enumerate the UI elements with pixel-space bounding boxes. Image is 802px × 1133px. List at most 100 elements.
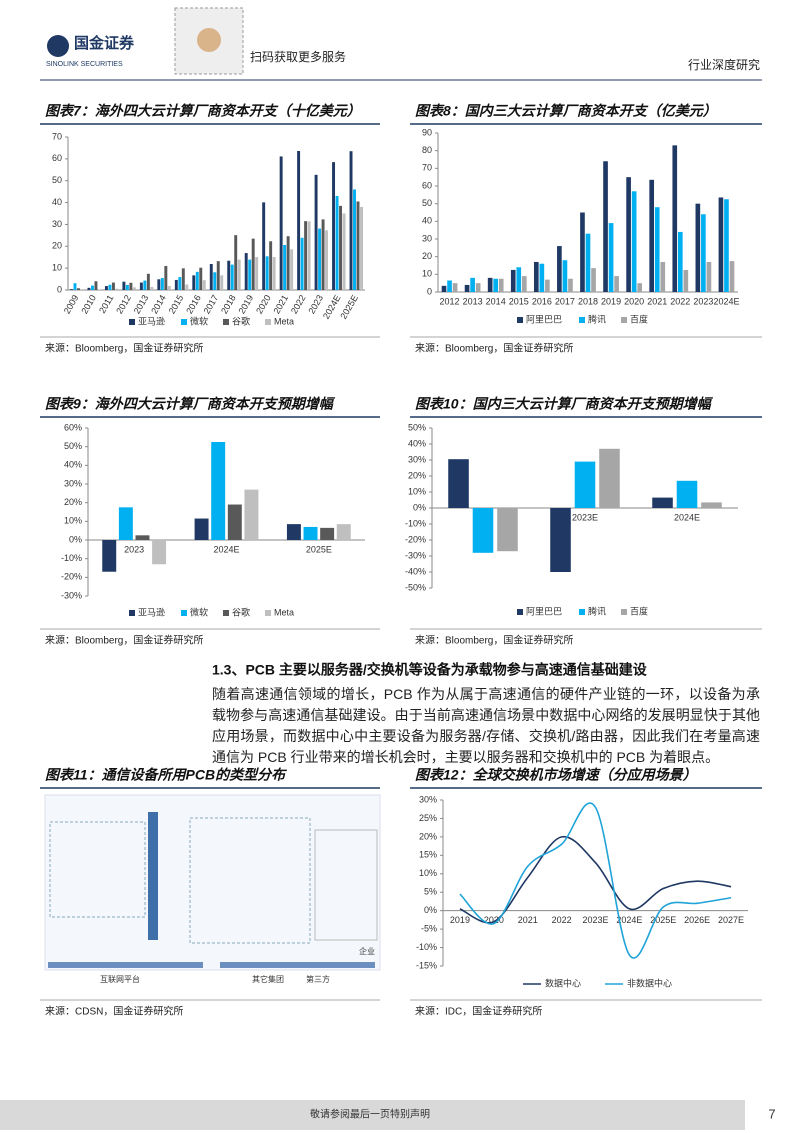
bar: [230, 264, 234, 290]
x-tick-label: 2027E: [718, 915, 744, 925]
diagram-bar: [48, 962, 203, 968]
y-tick-label: 30%: [64, 478, 82, 488]
bar: [706, 261, 712, 292]
bar: [157, 279, 161, 290]
bar: [557, 246, 562, 292]
x-tick-label: 2020: [484, 915, 504, 925]
x-tick-label: 2017: [555, 296, 575, 306]
y-tick-label: 25%: [419, 813, 437, 823]
bar: [724, 199, 729, 292]
x-tick-label: 2011: [97, 293, 115, 315]
bar: [654, 207, 660, 292]
bar: [580, 212, 585, 292]
legend-marker: [181, 610, 187, 616]
x-tick-label: 2019: [450, 915, 470, 925]
y-tick-label: 10%: [64, 516, 82, 526]
x-tick-label: 2024E: [713, 296, 739, 306]
y-tick-label: 70: [52, 131, 62, 141]
bar: [683, 269, 689, 292]
bar: [497, 508, 518, 552]
bar: [441, 285, 447, 292]
bar: [626, 177, 631, 292]
qr-text: 扫码获取更多服务: [250, 49, 346, 64]
y-tick-label: 0: [57, 284, 62, 294]
bar: [614, 276, 619, 292]
bar: [108, 284, 112, 290]
source: 来源：Bloomberg，国金证券研究所: [415, 342, 573, 355]
legend-label: 腾讯: [588, 605, 606, 616]
bar: [631, 191, 637, 292]
y-tick-label: 80: [422, 145, 432, 155]
x-tick-label: 2021: [271, 293, 290, 315]
legend-label: 微软: [190, 315, 208, 326]
x-tick-label: 2016: [532, 296, 552, 306]
bar: [472, 508, 494, 553]
bar: [510, 269, 516, 292]
x-tick-label: 2018: [219, 293, 238, 315]
bar: [125, 284, 129, 290]
bar: [314, 174, 318, 290]
x-tick-label: 2013: [132, 293, 151, 315]
bar: [185, 284, 189, 290]
legend-label: 阿里巴巴: [526, 606, 562, 616]
y-tick-label: -10%: [405, 518, 426, 528]
bar: [318, 228, 322, 290]
bar: [286, 524, 301, 540]
legend-marker: [517, 609, 523, 615]
bar: [701, 502, 722, 508]
diagram-label: 互联网平台: [100, 974, 140, 984]
x-tick-label: 2013: [463, 296, 483, 306]
x-tick-label: 2018: [578, 296, 598, 306]
legend-marker: [181, 319, 187, 325]
bar: [160, 277, 164, 290]
bar: [493, 278, 499, 292]
bar: [360, 206, 363, 290]
bar: [603, 161, 608, 292]
bar: [283, 244, 287, 290]
diagram-bus: [148, 812, 158, 940]
bar: [332, 162, 336, 290]
bar: [608, 223, 614, 292]
bar: [104, 286, 108, 290]
legend-marker: [129, 319, 135, 325]
bar: [164, 265, 168, 290]
bar: [194, 518, 209, 540]
source: 来源：Bloomberg，国金证券研究所: [45, 342, 203, 355]
bar: [77, 288, 80, 290]
x-tick-label: 2021: [518, 915, 538, 925]
figure-title: 图表9：海外四大云计算厂商资本开支预期增幅: [45, 396, 336, 412]
bar: [227, 260, 231, 290]
logo: 国金证券: [74, 34, 135, 52]
bar: [234, 235, 238, 290]
source: 来源：IDC，国金证券研究所: [415, 1005, 542, 1018]
bar: [269, 241, 273, 290]
figure-title: 图表8：国内三大云计算厂商资本开支（亿美元）: [415, 103, 717, 119]
figure-title: 图表12：全球交换机市场增速（分应用场景）: [415, 767, 697, 783]
bar: [272, 256, 276, 290]
bar: [129, 282, 133, 290]
bar: [585, 233, 591, 292]
bar: [718, 197, 724, 292]
source: 来源：Bloomberg，国金证券研究所: [45, 634, 203, 647]
bar: [146, 273, 150, 290]
y-tick-label: 30: [52, 219, 62, 229]
bar: [568, 278, 573, 292]
y-tick-label: 40%: [64, 460, 82, 470]
bar: [448, 459, 469, 508]
bar: [447, 280, 452, 292]
bar: [143, 280, 147, 290]
bar: [303, 526, 318, 540]
bar: [672, 145, 678, 292]
legend-marker: [223, 319, 229, 325]
bar: [336, 524, 351, 540]
y-tick-label: 60: [52, 153, 62, 163]
bar: [255, 256, 259, 290]
x-tick-label: 2025E: [338, 293, 360, 321]
bar: [220, 275, 224, 290]
bar: [94, 281, 98, 290]
y-tick-label: -10%: [416, 942, 437, 952]
x-tick-label: 2023: [124, 544, 144, 554]
x-tick-label: 2023E: [582, 915, 608, 925]
legend-label: 数据中心: [545, 977, 581, 988]
